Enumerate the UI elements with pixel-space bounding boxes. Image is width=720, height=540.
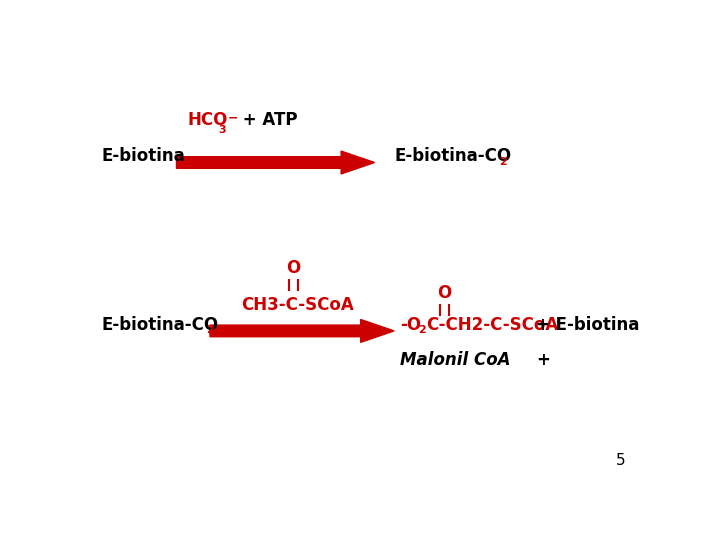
Text: E-biotina: E-biotina	[101, 147, 185, 165]
Text: Malonil CoA: Malonil CoA	[400, 351, 510, 369]
Text: C-CH2-C-SCoA: C-CH2-C-SCoA	[426, 316, 558, 334]
Text: + E-biotina: + E-biotina	[536, 316, 640, 334]
Text: O: O	[437, 284, 451, 302]
FancyArrow shape	[210, 320, 394, 342]
Text: O: O	[287, 259, 301, 277]
Text: E-biotina-CO: E-biotina-CO	[394, 147, 511, 165]
Text: 2: 2	[206, 325, 214, 335]
Text: + ATP: + ATP	[237, 111, 297, 129]
Text: HCO: HCO	[188, 111, 228, 129]
Text: E-biotina-CO: E-biotina-CO	[101, 316, 218, 334]
Text: 2: 2	[499, 157, 507, 167]
Text: 3: 3	[218, 125, 226, 134]
Text: −: −	[228, 112, 238, 125]
Text: 2: 2	[418, 325, 426, 335]
Text: CH3-C-SCoA: CH3-C-SCoA	[240, 295, 354, 314]
Text: -O: -O	[400, 316, 420, 334]
FancyArrow shape	[176, 151, 374, 174]
Text: 5: 5	[616, 453, 626, 468]
Text: +: +	[536, 351, 550, 369]
